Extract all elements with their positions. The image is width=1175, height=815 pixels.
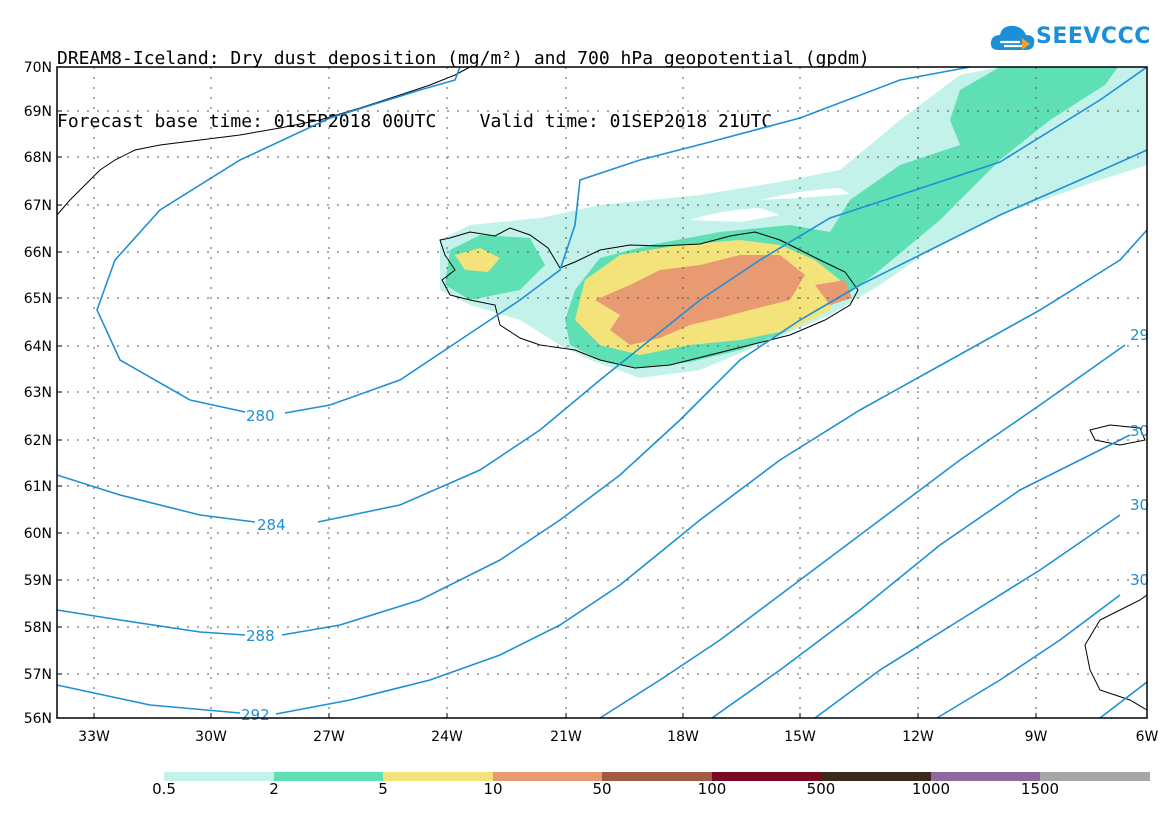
colorbar-label: 10 — [483, 780, 503, 798]
contour-label-280: 280 — [246, 407, 275, 425]
scotland-coast — [1084, 594, 1148, 711]
lat-label: 68N — [24, 150, 52, 166]
cloud-icon — [990, 25, 1035, 50]
dust-area-10-east — [815, 280, 852, 305]
contour-308 — [1099, 681, 1148, 719]
colorbar-swatch-8 — [1040, 772, 1150, 781]
lat-label: 65N — [24, 291, 52, 307]
colorbar-label: 2 — [269, 780, 279, 798]
lon-label: 15W — [784, 729, 816, 745]
lat-label: 70N — [24, 60, 52, 76]
colorbar-label: 100 — [697, 780, 727, 798]
greenland-coast — [56, 66, 471, 216]
contour-labels: 280 284 288 292 29 30 30 30 — [241, 326, 1149, 724]
colorbar-swatch-1 — [274, 772, 383, 781]
colorbar-swatch-5 — [712, 772, 821, 781]
lat-labels: 70N 69N 68N 67N 66N 65N 64N 63N 62N 61N … — [24, 60, 52, 727]
geopotential-contours — [56, 66, 1148, 719]
faroe-coast — [1089, 424, 1146, 446]
contour-label-292: 292 — [241, 706, 270, 724]
lat-label: 67N — [24, 198, 52, 214]
lon-label: 6W — [1136, 729, 1159, 745]
dust-area-5-west — [455, 248, 500, 272]
title-line-1: DREAM8-Iceland: Dry dust deposition (mg/… — [57, 48, 870, 69]
lat-label: 66N — [24, 245, 52, 261]
colorbar-swatch-0 — [164, 772, 274, 781]
contour-label-30c: 30 — [1130, 571, 1149, 589]
colorbar-label: 50 — [592, 780, 612, 798]
contour-label-284: 284 — [257, 516, 286, 534]
lon-label: 33W — [78, 729, 110, 745]
lon-label: 18W — [667, 729, 699, 745]
lat-label: 60N — [24, 526, 52, 542]
colorbar-swatch-6 — [821, 772, 931, 781]
lat-label: 56N — [24, 711, 52, 727]
colorbar-swatch-4 — [602, 772, 712, 781]
lon-label: 9W — [1025, 729, 1048, 745]
graticule — [57, 67, 1147, 718]
contour-300a — [711, 434, 1131, 719]
contour-292 — [56, 229, 1148, 715]
lon-label: 12W — [902, 729, 934, 745]
lon-labels: 33W 30W 27W 24W 21W 18W 15W 12W 9W 6W — [78, 729, 1158, 745]
lat-label: 62N — [24, 433, 52, 449]
axis-ticks — [57, 66, 1148, 719]
colorbar-label: 0.5 — [152, 780, 176, 798]
colorbar-swatch-3 — [493, 772, 602, 781]
colorbar-label: 1500 — [1020, 780, 1060, 798]
lat-label: 58N — [24, 620, 52, 636]
lon-label: 21W — [550, 729, 582, 745]
iceland-coast — [439, 227, 859, 369]
dust-shading — [440, 67, 1147, 378]
contour-300b — [814, 514, 1121, 719]
lat-label: 57N — [24, 667, 52, 683]
lat-label: 69N — [24, 104, 52, 120]
lat-label: 59N — [24, 573, 52, 589]
lat-label: 61N — [24, 479, 52, 495]
map-title: DREAM8-Iceland: Dry dust deposition (mg/… — [57, 6, 870, 153]
logo-text: SEEVCCC — [1036, 24, 1151, 49]
contour-296 — [599, 344, 1126, 719]
colorbar-label: 1000 — [911, 780, 951, 798]
contour-label-30a: 30 — [1130, 422, 1149, 440]
colorbar-swatch-2 — [383, 772, 493, 781]
contour-label-29: 29 — [1130, 326, 1149, 344]
contour-label-30b: 30 — [1130, 496, 1149, 514]
colorbar-label: 500 — [806, 780, 836, 798]
lon-label: 27W — [313, 729, 345, 745]
contour-label-288: 288 — [246, 627, 275, 645]
colorbar-swatch-7 — [931, 772, 1040, 781]
colorbar-label: 5 — [378, 780, 388, 798]
lon-label: 24W — [431, 729, 463, 745]
contour-288 — [56, 149, 1148, 636]
lon-label: 30W — [195, 729, 227, 745]
contour-304 — [936, 594, 1121, 719]
colorbar — [164, 772, 1150, 781]
lat-label: 63N — [24, 385, 52, 401]
contour-284 — [56, 66, 1148, 523]
lat-label: 64N — [24, 339, 52, 355]
